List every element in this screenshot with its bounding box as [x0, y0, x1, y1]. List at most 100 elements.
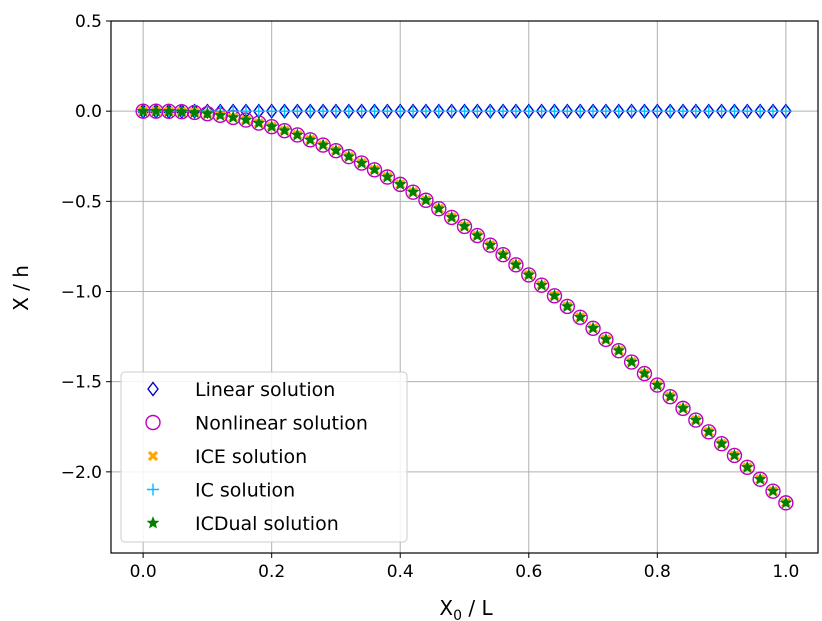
data-point [458, 103, 471, 119]
data-point [329, 105, 342, 118]
y-tick-label: −2.0 [61, 463, 102, 483]
legend-label: Linear solution [195, 379, 335, 401]
data-point [574, 105, 587, 118]
x-tick-label: 0.0 [130, 562, 157, 582]
data-point [471, 103, 484, 119]
data-point [328, 142, 344, 159]
data-point [638, 105, 651, 118]
data-point [291, 105, 304, 118]
data-point [368, 162, 382, 176]
y-tick-label: 0.0 [75, 102, 102, 122]
data-point [496, 247, 510, 261]
data-point [677, 105, 690, 118]
data-point [766, 484, 780, 497]
data-point [419, 105, 432, 118]
data-point [252, 116, 266, 129]
data-point [778, 495, 794, 511]
data-point [303, 133, 317, 146]
data-point [651, 105, 664, 118]
data-point [767, 103, 779, 119]
data-point [278, 103, 291, 119]
axis-ticks: 0.0 0.2 0.4 0.6 0.8 1.0 0.5 0.0 −0.5 −1.0 −1.5 −2.0 [61, 12, 800, 582]
data-point [715, 436, 729, 450]
data-point [278, 123, 292, 137]
data-point [406, 185, 420, 198]
data-point [432, 201, 446, 215]
data-point [379, 169, 396, 185]
x-axis-title-main: X [439, 596, 453, 620]
data-point [419, 193, 433, 206]
data-point [625, 355, 639, 368]
data-point [213, 108, 227, 121]
data-point [726, 447, 743, 464]
data-point [265, 105, 278, 118]
x-tick-label: 0.8 [644, 562, 671, 582]
data-point [317, 105, 330, 118]
data-point [715, 105, 728, 118]
data-point [342, 105, 355, 118]
data-point [458, 105, 471, 118]
series-star-markers [136, 104, 793, 509]
data-point [342, 103, 355, 119]
legend-label: ICDual solution [195, 513, 339, 535]
data-point [304, 103, 317, 119]
y-tick-label: −1.0 [61, 283, 102, 303]
data-point [392, 176, 408, 193]
y-axis-title: X / h [9, 265, 33, 311]
data-point [188, 105, 202, 118]
data-point [689, 413, 703, 426]
data-point [368, 105, 381, 118]
data-point [664, 103, 677, 119]
data-point [431, 201, 447, 217]
x-tick-label: 1.0 [772, 562, 799, 582]
x-tick-label: 0.6 [515, 562, 542, 582]
data-point [548, 105, 561, 118]
data-point [418, 192, 434, 208]
data-point [651, 103, 664, 119]
data-point [650, 378, 664, 391]
data-point [432, 103, 445, 119]
data-point [445, 210, 459, 223]
data-point [355, 105, 368, 118]
data-point [304, 105, 317, 118]
data-point [728, 105, 741, 118]
data-point [600, 103, 612, 119]
data-point [420, 103, 432, 119]
data-point [702, 424, 716, 438]
data-point [291, 103, 304, 119]
y-tick-label: −1.5 [61, 373, 102, 393]
data-point [175, 104, 189, 118]
data-point [689, 103, 702, 119]
data-point [432, 105, 445, 118]
data-point [278, 105, 291, 118]
data-point [572, 309, 588, 325]
data-point [366, 162, 383, 178]
data-point [715, 103, 728, 119]
plot-points [135, 103, 794, 511]
data-point [753, 472, 767, 485]
data-point [484, 105, 497, 118]
data-point [521, 267, 537, 283]
data-point [265, 119, 279, 133]
data-point [599, 332, 613, 345]
data-point [767, 105, 780, 118]
data-point [561, 103, 574, 119]
x-axis-title: X0 / L [439, 596, 493, 621]
data-point [546, 288, 563, 304]
legend-marker [146, 516, 160, 529]
data-point [380, 170, 394, 183]
legend-label: ICE solution [195, 446, 307, 468]
data-point [329, 143, 343, 157]
data-point [547, 289, 561, 302]
data-point [510, 103, 522, 119]
data-point [560, 299, 574, 312]
data-point [445, 103, 458, 119]
data-point [637, 366, 651, 380]
data-point [598, 331, 614, 348]
data-point [741, 105, 754, 118]
data-point [302, 132, 318, 148]
data-point [471, 105, 484, 118]
data-point [664, 105, 677, 118]
data-point [508, 257, 524, 273]
x-axis-title-subscript: 0 [453, 608, 462, 621]
